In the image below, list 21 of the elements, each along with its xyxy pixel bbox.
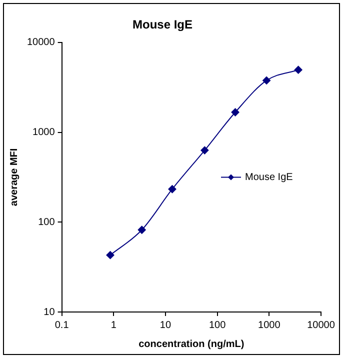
y-tick-label: 10 (44, 306, 56, 318)
point (231, 108, 240, 116)
y-tick-label: 100 (38, 216, 56, 228)
chart-title: Mouse IgE (132, 18, 193, 32)
point (168, 185, 176, 194)
point (138, 226, 146, 234)
y-tick-label: 10000 (26, 37, 56, 48)
x-axis-title: concentration (ng/mL) (138, 338, 244, 350)
point (200, 146, 209, 154)
x-tick-label: 0.1 (54, 320, 70, 331)
x-tick-label: 10 (160, 320, 172, 331)
x-tick-label: 10000 (307, 320, 336, 331)
x-tick-label: 1 (110, 320, 117, 331)
y-axis-title: average MFI (8, 148, 20, 206)
x-tick-label: 1000 (258, 320, 281, 331)
x-tick-label: 100 (208, 320, 226, 331)
point (262, 76, 271, 84)
legend-label: Mouse IgE (245, 172, 294, 183)
point (106, 251, 114, 260)
point (294, 66, 302, 74)
y-tick-label: 1000 (32, 127, 56, 138)
